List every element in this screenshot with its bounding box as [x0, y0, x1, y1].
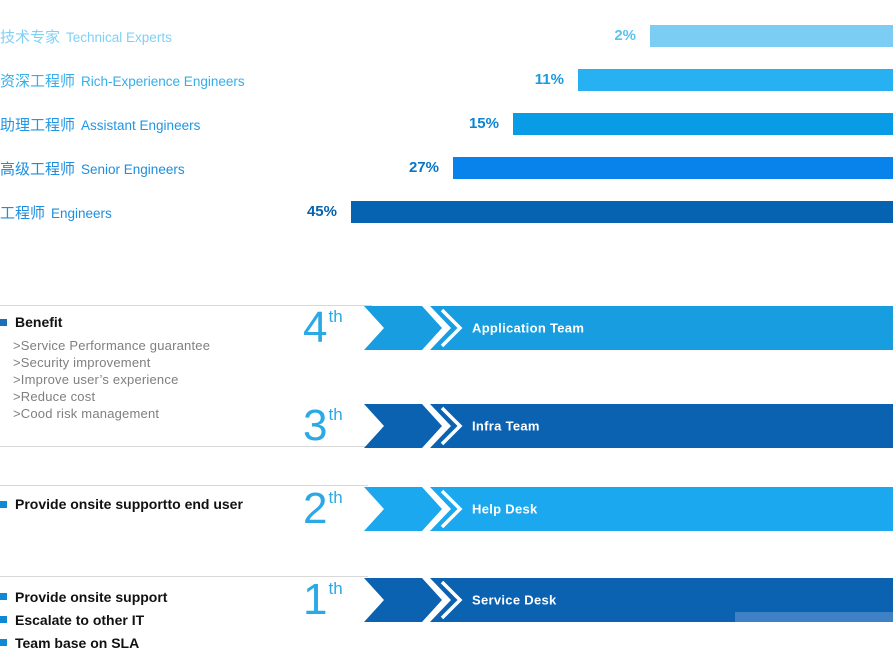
benefit-title: Benefit: [15, 314, 63, 330]
tier-team-label: Application Team: [472, 320, 585, 336]
bullet-square-icon: [0, 318, 7, 326]
chart-value-label: 11%: [534, 71, 564, 88]
divider-line: [0, 446, 368, 447]
divider-line: [0, 485, 368, 486]
chevron-arrow-icon: [364, 306, 442, 350]
tier-bar: Application Team: [430, 306, 893, 350]
bullet-square-icon: [0, 593, 7, 600]
chart-bar: [351, 201, 893, 223]
benefit-item: >Service Performance guarantee: [13, 338, 211, 353]
bullet-square-icon: [0, 639, 7, 646]
chart-category-label: 助理工程师 Assistant Engineers: [0, 114, 200, 135]
tier2-note: Provide onsite supportto end user: [0, 496, 330, 512]
tier-number-suffix: th: [328, 307, 343, 326]
category-label-zh: 资深工程师: [0, 73, 76, 90]
tier2-note-text: Provide onsite supportto end user: [15, 496, 243, 512]
divider-line: [0, 576, 368, 577]
tier-number-suffix: th: [328, 579, 343, 598]
divider-line: [0, 305, 372, 306]
chart-category-label: 高级工程师 Senior Engineers: [0, 158, 185, 179]
chart-category-label: 资深工程师 Rich-Experience Engineers: [0, 70, 245, 91]
chevron-outline-icon: [440, 308, 463, 348]
category-label-zh: 助理工程师: [0, 117, 76, 134]
category-label-en: Engineers: [51, 206, 112, 221]
tier1-note-text: Team base on SLA: [15, 634, 140, 651]
benefit-item: >Improve user’s experience: [13, 372, 179, 387]
chart-category-label: 技术专家 Technical Experts: [0, 26, 172, 47]
chevron-outline-icon: [440, 489, 463, 529]
chevron-arrow-icon: [364, 487, 442, 531]
category-label-en: Assistant Engineers: [81, 118, 201, 133]
tier-team-label: Help Desk: [472, 501, 538, 517]
tier-number-digit: 4: [303, 303, 328, 352]
chart-bar: [513, 113, 893, 135]
tier-number-digit: 3: [303, 401, 328, 450]
chart-value-label: 27%: [408, 159, 439, 176]
bullet-square-icon: [0, 500, 7, 508]
tier1-notes: Provide onsite support Escalate to other …: [0, 585, 300, 654]
tier1-note-text: Escalate to other IT: [15, 611, 145, 628]
service-desk-strip: [735, 612, 893, 622]
tier-number-digit: 1: [303, 575, 328, 624]
benefit-list: >Service Performance guarantee >Security …: [0, 337, 300, 422]
benefit-item: >Reduce cost: [13, 389, 96, 404]
tier1-note-row: Provide onsite support: [0, 585, 300, 608]
benefit-item: >Security improvement: [13, 355, 151, 370]
bullet-square-icon: [0, 616, 7, 623]
category-label-en: Technical Experts: [66, 30, 172, 45]
category-label-zh: 高级工程师: [0, 161, 76, 178]
tier-number-digit: 2: [303, 484, 328, 533]
tier1-note-row: Team base on SLA: [0, 631, 300, 654]
tier1-note-text: Provide onsite support: [15, 588, 168, 605]
chevron-outline-icon: [440, 580, 463, 620]
chart-bar: [578, 69, 893, 91]
chart-value-label: 15%: [468, 115, 499, 132]
tier-number-suffix: th: [328, 488, 343, 507]
chart-bar: [650, 25, 893, 47]
tier-team-label: Infra Team: [472, 418, 540, 434]
category-label-zh: 技术专家: [0, 29, 61, 46]
chevron-arrow-icon: [364, 578, 442, 622]
tier1-note-row: Escalate to other IT: [0, 608, 300, 631]
tier-number-suffix: th: [328, 405, 343, 424]
benefit-block: Benefit >Service Performance guarantee >S…: [0, 314, 300, 422]
category-label-zh: 工程师: [0, 205, 46, 222]
tier-team-label: Service Desk: [472, 592, 557, 608]
chevron-arrow-icon: [364, 404, 442, 448]
chart-bar: [453, 157, 893, 179]
tier-bar: Service Desk: [430, 578, 893, 622]
category-label-en: Rich-Experience Engineers: [81, 74, 245, 89]
tier-bar: Infra Team: [430, 404, 893, 448]
category-label-en: Senior Engineers: [81, 162, 185, 177]
chart-category-label: 工程师 Engineers: [0, 202, 112, 223]
chart-value-label: 2%: [614, 27, 636, 44]
tier-bar: Help Desk: [430, 487, 893, 531]
chart-value-label: 45%: [306, 203, 337, 220]
benefit-item: >Cood risk management: [13, 406, 160, 421]
chevron-outline-icon: [440, 406, 463, 446]
